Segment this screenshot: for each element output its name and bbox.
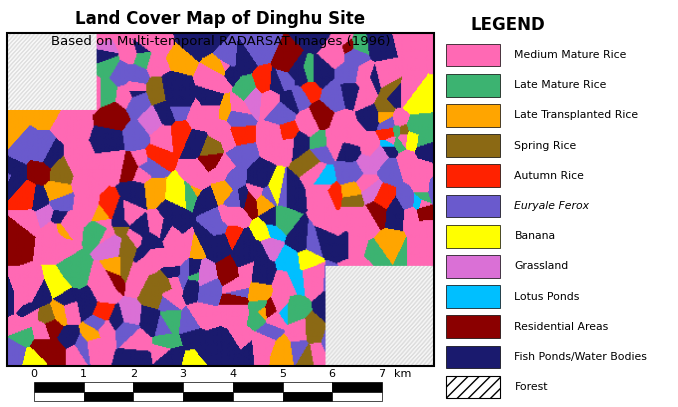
Bar xyxy=(332,382,382,392)
Text: 7: 7 xyxy=(378,369,386,379)
Bar xyxy=(83,382,134,392)
Text: km: km xyxy=(395,369,412,379)
Bar xyxy=(83,392,134,401)
Bar xyxy=(446,376,500,398)
Text: Medium Mature Rice: Medium Mature Rice xyxy=(515,50,627,60)
Bar xyxy=(233,382,283,392)
Text: Fish Ponds/Water Bodies: Fish Ponds/Water Bodies xyxy=(515,352,647,362)
Text: 4: 4 xyxy=(229,369,237,379)
Text: Grassland: Grassland xyxy=(515,261,569,271)
Bar xyxy=(446,134,500,157)
Text: Residential Areas: Residential Areas xyxy=(515,322,609,332)
Text: 0: 0 xyxy=(31,369,37,379)
Bar xyxy=(332,392,382,401)
Text: 1: 1 xyxy=(80,369,87,379)
Bar xyxy=(183,392,233,401)
Bar xyxy=(446,315,500,338)
Text: Spring Rice: Spring Rice xyxy=(515,140,577,151)
Bar xyxy=(446,225,500,247)
Bar xyxy=(34,382,83,392)
Text: 5: 5 xyxy=(279,369,286,379)
Text: Autumn Rice: Autumn Rice xyxy=(515,171,584,181)
Text: Euryale Ferox: Euryale Ferox xyxy=(515,201,589,211)
Text: Based on Multi-temporal RADARSAT Images (1996): Based on Multi-temporal RADARSAT Images … xyxy=(51,35,390,48)
Text: Land Cover Map of Dinghu Site: Land Cover Map of Dinghu Site xyxy=(75,10,365,28)
Text: Banana: Banana xyxy=(515,231,555,241)
Text: 3: 3 xyxy=(180,369,186,379)
Text: 6: 6 xyxy=(329,369,336,379)
Text: 2: 2 xyxy=(129,369,137,379)
Bar xyxy=(283,382,332,392)
Bar xyxy=(446,44,500,66)
Bar xyxy=(34,392,83,401)
Bar xyxy=(446,195,500,217)
Bar xyxy=(446,255,500,278)
Bar xyxy=(283,392,332,401)
Bar xyxy=(446,346,500,368)
Text: Lotus Ponds: Lotus Ponds xyxy=(515,291,580,302)
Text: Late Mature Rice: Late Mature Rice xyxy=(515,80,607,90)
Bar xyxy=(233,392,283,401)
Bar xyxy=(446,164,500,187)
Bar xyxy=(134,392,183,401)
Bar xyxy=(446,104,500,127)
Bar xyxy=(446,74,500,96)
Bar xyxy=(134,382,183,392)
Text: Late Transplanted Rice: Late Transplanted Rice xyxy=(515,110,639,120)
Bar xyxy=(183,382,233,392)
Text: LEGEND: LEGEND xyxy=(471,16,545,34)
Text: Forest: Forest xyxy=(515,382,548,392)
Bar xyxy=(446,285,500,308)
